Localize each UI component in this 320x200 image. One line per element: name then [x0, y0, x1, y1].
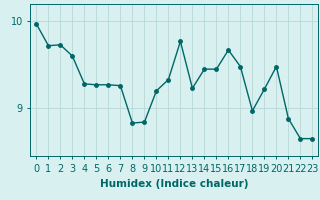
X-axis label: Humidex (Indice chaleur): Humidex (Indice chaleur) [100, 179, 249, 189]
